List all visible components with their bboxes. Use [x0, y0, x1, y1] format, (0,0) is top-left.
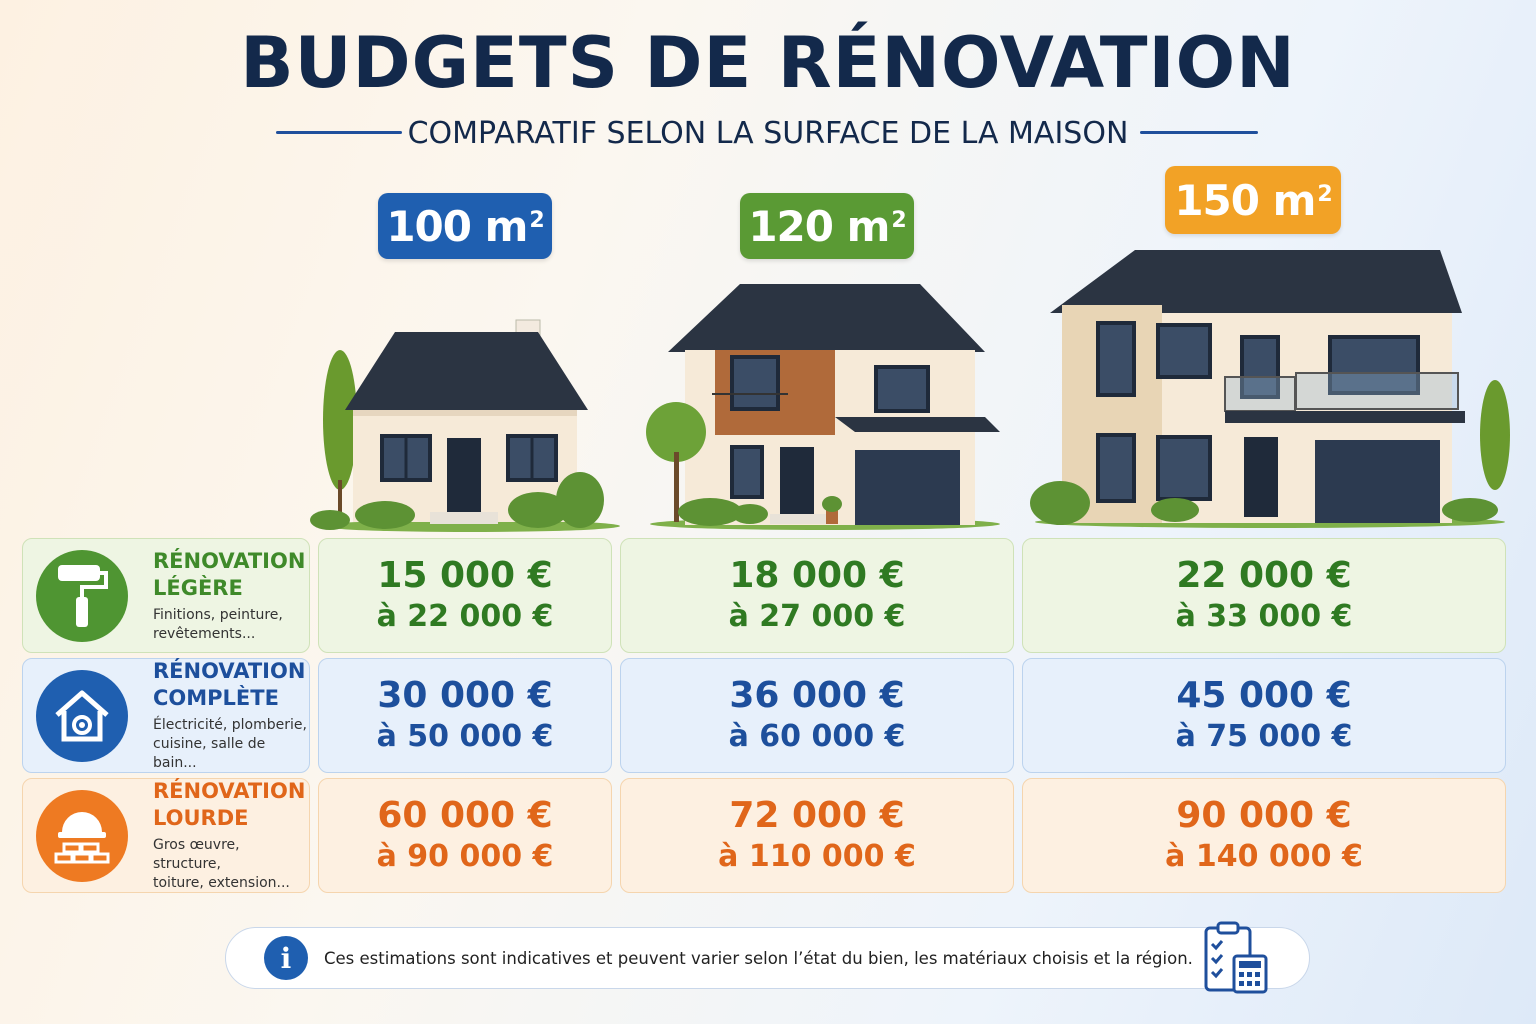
price-from: 45 000 €	[1176, 674, 1352, 716]
price-to: à 33 000 €	[1175, 598, 1353, 634]
size-badge-unit: 2	[529, 207, 544, 233]
price-cell: 60 000 € à 90 000 €	[318, 778, 612, 893]
price-to: à 60 000 €	[728, 718, 906, 754]
price-cell: 15 000 € à 22 000 €	[318, 538, 612, 653]
disclaimer-text: Ces estimations sont indicatives et peuv…	[324, 948, 1193, 968]
price-from: 72 000 €	[729, 794, 905, 836]
size-badge-label: 120 m	[748, 201, 890, 251]
price-from: 36 000 €	[729, 674, 905, 716]
price-from: 90 000 €	[1176, 794, 1352, 836]
price-cell: 72 000 € à 110 000 €	[620, 778, 1014, 893]
page-title: BUDGETS DE RÉNOVATION	[240, 22, 1296, 104]
row-label-heavy-renovation: RÉNOVATION LOURDE Gros œuvre, structure,…	[22, 778, 310, 893]
price-from: 18 000 €	[729, 554, 905, 596]
size-badge-unit: 2	[891, 207, 906, 233]
row-description: Finitions, peinture, revêtements...	[153, 606, 283, 642]
price-from: 60 000 €	[377, 794, 553, 836]
row-name: RÉNOVATION	[153, 659, 306, 683]
price-to: à 22 000 €	[376, 598, 554, 634]
clipboard-calculator-icon	[1204, 921, 1268, 994]
page-subtitle: COMPARATIF SELON LA SURFACE DE LA MAISON	[407, 116, 1129, 151]
large-house-illustration	[1030, 250, 1510, 528]
disclaimer-note: i Ces estimations sont indicatives et pe…	[225, 927, 1310, 989]
row-name: COMPLÈTE	[153, 686, 279, 710]
hard-hat-bricks-icon	[36, 789, 128, 882]
price-cell: 22 000 € à 33 000 €	[1022, 538, 1506, 653]
subtitle-row: COMPARATIF SELON LA SURFACE DE LA MAISON	[0, 112, 1536, 152]
info-icon: i	[264, 936, 308, 980]
row-name: LÉGÈRE	[153, 575, 243, 600]
subtitle-line-left	[276, 131, 402, 134]
price-from: 30 000 €	[377, 674, 553, 716]
row-name: RÉNOVATION	[153, 548, 306, 573]
price-to: à 90 000 €	[376, 838, 554, 874]
subtitle-line-right	[1140, 131, 1258, 134]
size-badge-label: 150 m	[1174, 175, 1316, 225]
price-to: à 50 000 €	[376, 718, 554, 754]
price-to: à 110 000 €	[718, 838, 916, 874]
price-to: à 140 000 €	[1165, 838, 1363, 874]
price-cell: 18 000 € à 27 000 €	[620, 538, 1014, 653]
row-label-light-renovation: RÉNOVATION LÉGÈRE Finitions, peinture, re…	[22, 538, 310, 653]
paint-roller-icon	[36, 549, 128, 642]
price-from: 22 000 €	[1176, 554, 1352, 596]
size-badge-label: 100 m	[386, 201, 528, 251]
row-description: Gros œuvre, structure, toiture, extension…	[153, 837, 290, 891]
medium-house-illustration	[646, 284, 1000, 530]
price-from: 15 000 €	[377, 554, 553, 596]
price-to: à 27 000 €	[728, 598, 906, 634]
row-description: Électricité, plomberie, cuisine, salle de…	[153, 717, 307, 771]
size-badge-unit: 2	[1317, 181, 1332, 207]
row-label-complete-renovation: RÉNOVATION COMPLÈTE Électricité, plomber…	[22, 658, 310, 773]
price-cell: 90 000 € à 140 000 €	[1022, 778, 1506, 893]
row-name: LOURDE	[153, 806, 249, 830]
price-cell: 36 000 € à 60 000 €	[620, 658, 1014, 773]
row-name: RÉNOVATION	[153, 779, 306, 803]
price-cell: 30 000 € à 50 000 €	[318, 658, 612, 773]
small-house-illustration	[310, 319, 620, 532]
price-to: à 75 000 €	[1175, 718, 1353, 754]
price-cell: 45 000 € à 75 000 €	[1022, 658, 1506, 773]
house-gear-icon	[36, 669, 128, 762]
